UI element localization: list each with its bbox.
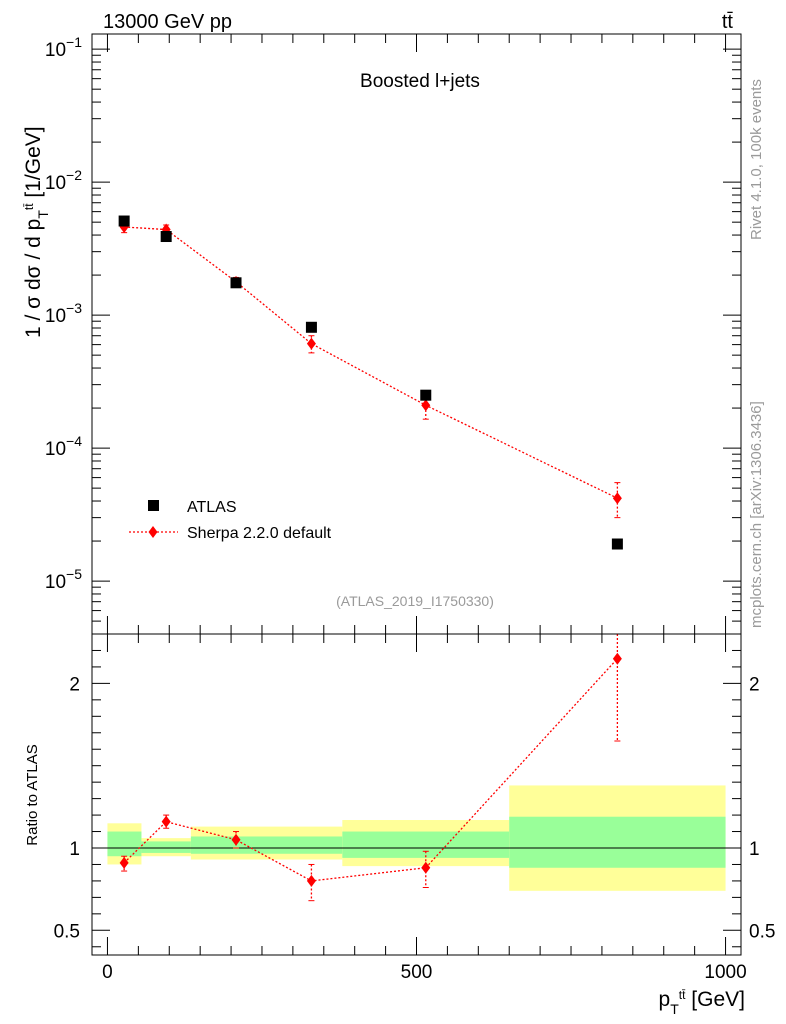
sherpa-point [612, 492, 622, 505]
sherpa-line [124, 226, 618, 499]
ratio-y-tick-labels: 0.5 0.5 1 1 2 2 [54, 674, 776, 942]
legend: ATLAS Sherpa 2.2.0 default [129, 499, 332, 542]
legend-sherpa-label: Sherpa 2.2.0 default [187, 525, 332, 542]
sherpa-point [306, 337, 316, 350]
main-y-tick-labels: 10−1 10−2 10−3 10−4 10−5 [45, 34, 82, 593]
energy-label: 13000 GeV pp [103, 11, 232, 33]
mcplots-label: mcplots.cern.ch [arXiv:1306.3436] [748, 401, 765, 628]
ratio-y-tick-label-right: 0.5 [749, 921, 775, 942]
main-y-tick-label: 10−4 [45, 433, 82, 460]
ratio-band-green [509, 816, 726, 868]
ratio-y-tick-label-left: 1 [69, 839, 80, 860]
process-label: tt̄ [722, 11, 734, 33]
atlas-point [611, 538, 623, 550]
ratio-y-tick-label-right: 1 [749, 839, 760, 860]
ratio-frame [91, 633, 742, 956]
ratio-y-tick-label-left: 2 [69, 674, 80, 695]
ratio-point [231, 833, 241, 846]
ratio-y-tick-label-right: 2 [749, 674, 760, 695]
ratio-plot: 0.5 0.5 1 1 2 2 0 500 1000 Ratio to ATLAS pTtt̄… [24, 633, 776, 1017]
rivet-label: Rivet 4.1.0, 100k events [748, 79, 765, 240]
ratio-point [612, 652, 622, 665]
x-tick-label: 500 [401, 962, 433, 983]
atlas-point [230, 277, 242, 289]
analysis-label: (ATLAS_2019_I1750330) [336, 593, 494, 609]
ratio-band-green [342, 831, 510, 858]
atlas-point [160, 231, 172, 243]
ratio-sherpa-markers [119, 633, 622, 902]
legend-atlas-marker [148, 500, 159, 511]
main-axis-ticks [92, 34, 741, 635]
chart-title: Boosted l+jets [360, 71, 480, 92]
legend-sherpa-marker [148, 526, 158, 538]
ratio-y-axis-label: Ratio to ATLAS [24, 744, 41, 845]
ratio-sherpa-line [123, 658, 618, 882]
main-y-tick-label: 10−1 [45, 34, 82, 61]
ratio-band-green [107, 831, 142, 857]
ratio-point [306, 874, 316, 887]
legend-atlas-label: ATLAS [187, 499, 237, 516]
ratio-y-tick-label-left: 0.5 [54, 921, 80, 942]
ratio-band-green [141, 841, 191, 853]
main-y-tick-label: 10−3 [45, 300, 82, 327]
atlas-markers [118, 215, 623, 550]
ratio-axis-ticks [92, 633, 741, 955]
ratio-uncertainty-bands [107, 785, 726, 891]
x-axis-label: pTtt̄ [GeV] [659, 988, 745, 1017]
x-tick-label: 1000 [704, 962, 746, 983]
main-y-tick-label: 10−5 [45, 566, 82, 593]
ratio-band-green [190, 836, 343, 854]
ratio-x-tick-labels: 0 500 1000 [102, 962, 747, 983]
main-frame [91, 33, 742, 635]
main-y-tick-label: 10−2 [45, 167, 82, 194]
main-plot: 10−1 10−2 10−3 10−4 10−5 Boosted l+jets (ATL… [22, 33, 742, 635]
ratio-point [421, 861, 431, 874]
atlas-point [118, 215, 130, 227]
sherpa-point [421, 399, 431, 412]
atlas-point [305, 321, 317, 333]
ratio-point [119, 856, 129, 869]
sherpa-markers [119, 220, 622, 519]
x-tick-label: 0 [102, 962, 113, 983]
ratio-point [161, 815, 171, 828]
atlas-point [420, 389, 432, 401]
